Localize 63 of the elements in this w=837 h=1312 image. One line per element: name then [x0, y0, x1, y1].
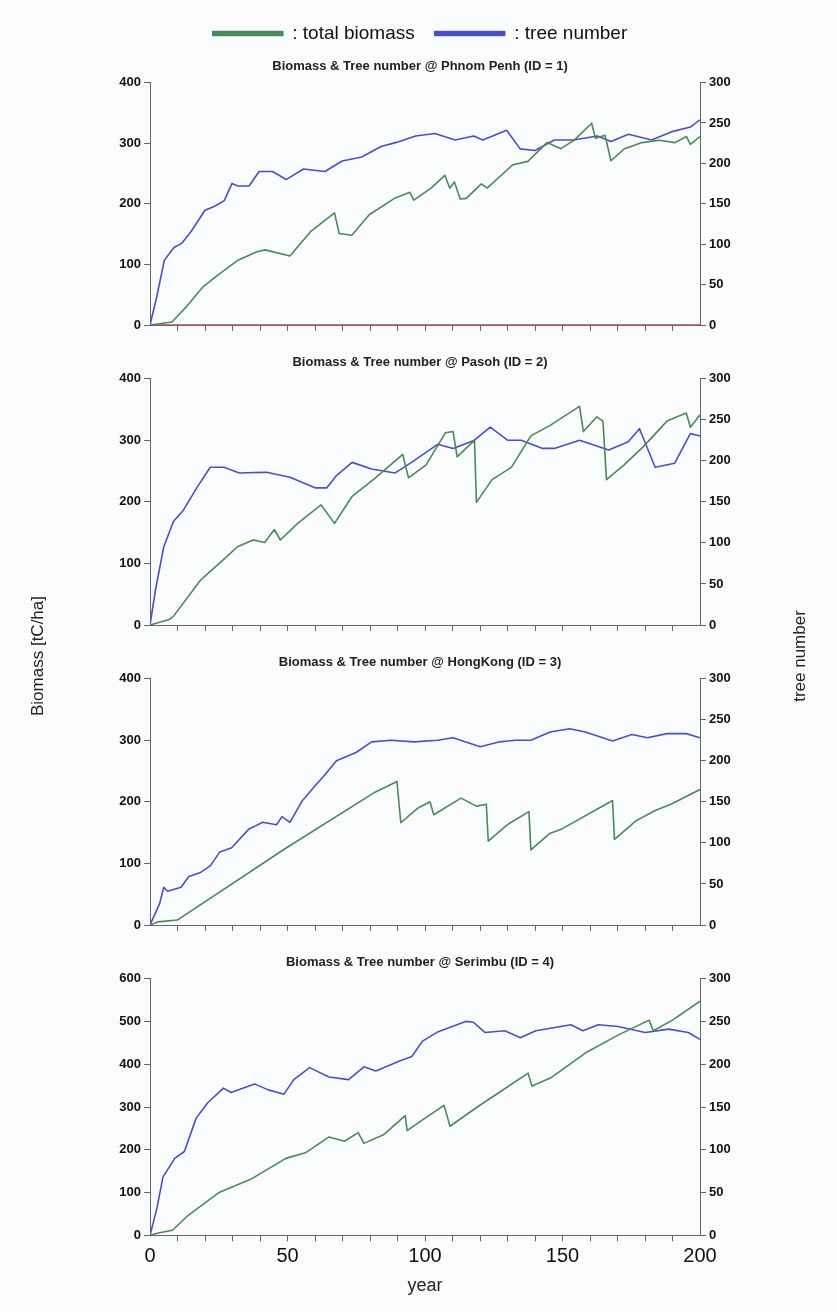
y-tick-label: 0: [133, 1226, 141, 1242]
x-tick-label: 200: [683, 1243, 717, 1266]
y2-tick-label: 100: [709, 534, 731, 550]
y2-tick-label: 50: [709, 875, 724, 891]
y2-tick-label: 0: [709, 316, 717, 332]
y-tick-label: 400: [119, 1055, 141, 1071]
y-tick-label: 100: [119, 255, 141, 271]
y2-tick-label: 150: [709, 793, 731, 809]
y-tick-label: 300: [119, 431, 141, 447]
chart-title: Biomass & Tree number @ Phnom Penh (ID = 1): [272, 58, 568, 74]
y2-tick-label: 250: [709, 711, 731, 727]
y-tick-label: 100: [119, 554, 141, 570]
x-tick-label: 100: [408, 1243, 442, 1266]
y2-tick-label: 0: [709, 616, 717, 632]
y-tick-label: 400: [119, 74, 141, 90]
y-tick-label: 400: [119, 670, 141, 686]
x-axis-title: year: [407, 1275, 443, 1296]
chart-title: Biomass & Tree number @ HongKong (ID = 3): [278, 654, 562, 670]
y2-tick-label: 100: [709, 834, 731, 850]
y-tick-label: 200: [119, 195, 141, 211]
y2-tick-label: 200: [709, 1055, 731, 1071]
y2-tick-label: 150: [709, 195, 731, 211]
y2-tick-label: 0: [709, 916, 717, 932]
y2-tick-label: 200: [709, 154, 731, 170]
y-tick-label: 0: [133, 916, 141, 932]
y-tick-label: 0: [133, 616, 141, 632]
y-axis-title: Biomass [tC/ha]: [28, 596, 48, 716]
y2-tick-label: 50: [709, 575, 724, 591]
y2-tick-label: 150: [709, 1098, 731, 1114]
y2-tick-label: 50: [709, 1184, 724, 1200]
y2-tick-label: 250: [709, 1012, 731, 1028]
y2-tick-label: 200: [709, 752, 731, 768]
y2-tick-label: 200: [709, 452, 731, 468]
y-tick-label: 0: [133, 316, 141, 332]
y2-tick-label: 100: [709, 1141, 731, 1157]
y2-tick-label: 250: [709, 114, 731, 130]
y-tick-label: 400: [119, 370, 141, 386]
y-tick-label: 100: [119, 1184, 141, 1200]
y-tick-label: 300: [119, 1098, 141, 1114]
x-tick-label: 50: [276, 1243, 299, 1266]
y-tick-label: 200: [119, 793, 141, 809]
y2-tick-label: 100: [709, 235, 731, 251]
y2-tick-label: 250: [709, 411, 731, 427]
y2-axis-title: tree number: [790, 610, 810, 702]
y-tick-label: 500: [119, 1012, 141, 1028]
legend-label: : total biomass: [292, 21, 415, 43]
y-tick-label: 100: [119, 854, 141, 870]
chart-title: Biomass & Tree number @ Serimbu (ID = 4): [285, 954, 555, 970]
y-tick-label: 600: [119, 970, 141, 986]
y-tick-label: 300: [119, 731, 141, 747]
legend-label: : tree number: [514, 21, 628, 43]
chart-title: Biomass & Tree number @ Pasoh (ID = 2): [292, 354, 548, 370]
y-tick-label: 200: [119, 493, 141, 509]
y2-tick-label: 300: [709, 74, 731, 90]
y2-tick-label: 300: [709, 970, 731, 986]
y2-tick-label: 0: [709, 1226, 717, 1242]
y-tick-label: 200: [119, 1141, 141, 1157]
y2-tick-label: 300: [709, 670, 731, 686]
y-tick-label: 300: [119, 134, 141, 150]
x-tick-label: 150: [545, 1243, 580, 1266]
y2-tick-label: 50: [709, 276, 724, 292]
y2-tick-label: 150: [709, 493, 731, 509]
y2-tick-label: 300: [709, 370, 731, 386]
